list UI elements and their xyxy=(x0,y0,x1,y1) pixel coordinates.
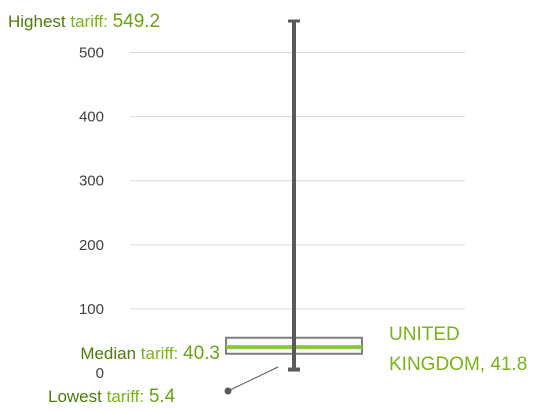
highest-tariff-annotation: Highest tariff: 549.2 xyxy=(8,11,160,32)
y-tick-label-100: 100 xyxy=(79,301,104,318)
highest-value: 549.2 xyxy=(113,11,161,32)
median-tariff-annotation: Median tariff: 40.3 xyxy=(80,343,220,364)
lowest-leader-line xyxy=(227,366,279,392)
lowest-suffix: tariff: xyxy=(102,387,149,406)
lowest-value: 5.4 xyxy=(149,386,176,407)
gridlines xyxy=(130,52,465,310)
box-plot xyxy=(225,19,363,372)
uk-annotation-line1: UNITED xyxy=(389,324,460,345)
uk-annotation-line2: KINGDOM, 41.8 xyxy=(389,354,527,375)
y-axis-tick-labels: 0 100 200 300 400 500 xyxy=(79,45,104,382)
lowest-leader-dot xyxy=(224,387,232,395)
median-suffix: tariff: xyxy=(136,344,183,363)
y-tick-label-0: 0 xyxy=(96,365,104,382)
lowest-tariff-annotation: Lowest tariff: 5.4 xyxy=(48,386,176,407)
y-tick-label-200: 200 xyxy=(79,237,104,254)
median-value: 40.3 xyxy=(183,343,220,364)
median-label: Median xyxy=(80,344,136,363)
highest-label: Highest xyxy=(8,12,66,31)
y-tick-label-500: 500 xyxy=(79,45,104,62)
highest-suffix: tariff: xyxy=(66,12,113,31)
lowest-label: Lowest xyxy=(48,387,102,406)
y-tick-label-300: 300 xyxy=(79,173,104,190)
y-tick-label-400: 400 xyxy=(79,109,104,126)
